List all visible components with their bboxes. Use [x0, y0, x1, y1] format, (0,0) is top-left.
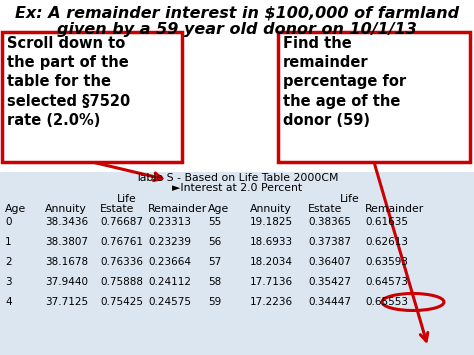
Text: 37.9440: 37.9440 [45, 277, 88, 287]
Text: 18.6933: 18.6933 [250, 237, 293, 247]
Bar [278, 32, 470, 162]
Text: 0.37387: 0.37387 [308, 237, 351, 247]
Text: 0.24112: 0.24112 [148, 277, 191, 287]
Text: Ex: A remainder interest in $100,000 of farmland: Ex: A remainder interest in $100,000 of … [15, 6, 459, 21]
Text: Estate: Estate [100, 204, 134, 214]
Text: Find the
remainder
percentage for
the age of the
donor (59): Find the remainder percentage for the ag… [283, 36, 406, 128]
Text: Remainder: Remainder [365, 204, 424, 214]
Text: 0.23313: 0.23313 [148, 217, 191, 227]
Text: 55: 55 [208, 217, 221, 227]
Text: 18.2034: 18.2034 [250, 257, 293, 267]
Text: 0.76336: 0.76336 [100, 257, 143, 267]
Text: 0.75425: 0.75425 [100, 297, 143, 307]
Text: 0.65553: 0.65553 [365, 297, 408, 307]
Text: 0.62613: 0.62613 [365, 237, 408, 247]
Text: 0.64573: 0.64573 [365, 277, 408, 287]
Text: Age: Age [208, 204, 229, 214]
Text: 38.3436: 38.3436 [45, 217, 88, 227]
Text: Scroll down to
the part of the
table for the
selected §7520
rate (2.0%): Scroll down to the part of the table for… [7, 36, 130, 128]
Text: 17.7136: 17.7136 [250, 277, 293, 287]
Text: 0.23664: 0.23664 [148, 257, 191, 267]
Text: 0.34447: 0.34447 [308, 297, 351, 307]
Text: 0: 0 [5, 217, 11, 227]
Text: 0.76761: 0.76761 [100, 237, 143, 247]
Text: 0.24575: 0.24575 [148, 297, 191, 307]
Text: Remainder: Remainder [148, 204, 207, 214]
Text: 17.2236: 17.2236 [250, 297, 293, 307]
Text: Life: Life [340, 194, 360, 204]
Text: given by a 59 year old donor on 10/1/13: given by a 59 year old donor on 10/1/13 [57, 22, 417, 37]
Text: 0.38365: 0.38365 [308, 217, 351, 227]
Text: 19.1825: 19.1825 [250, 217, 293, 227]
Text: 0.75888: 0.75888 [100, 277, 143, 287]
Text: 58: 58 [208, 277, 221, 287]
Text: 38.1678: 38.1678 [45, 257, 88, 267]
Text: Annuity: Annuity [250, 204, 292, 214]
Text: Table S - Based on Life Table 2000CM: Table S - Based on Life Table 2000CM [135, 173, 339, 183]
Text: 0.36407: 0.36407 [308, 257, 351, 267]
Text: Estate: Estate [308, 204, 342, 214]
Text: 57: 57 [208, 257, 221, 267]
Bar [2, 32, 182, 162]
Text: 4: 4 [5, 297, 12, 307]
Text: Age: Age [5, 204, 26, 214]
Text: 3: 3 [5, 277, 12, 287]
Text: 38.3807: 38.3807 [45, 237, 88, 247]
Text: Annuity: Annuity [45, 204, 87, 214]
Text: Life: Life [117, 194, 137, 204]
Text: 0.63593: 0.63593 [365, 257, 408, 267]
Text: 59: 59 [208, 297, 221, 307]
Text: 56: 56 [208, 237, 221, 247]
Text: 0.76687: 0.76687 [100, 217, 143, 227]
Text: 1: 1 [5, 237, 12, 247]
Text: 2: 2 [5, 257, 12, 267]
Text: 0.61635: 0.61635 [365, 217, 408, 227]
Text: 0.23239: 0.23239 [148, 237, 191, 247]
Text: ►Interest at 2.0 Percent: ►Interest at 2.0 Percent [172, 183, 302, 193]
Bar [0, 172, 474, 355]
Text: 0.35427: 0.35427 [308, 277, 351, 287]
Text: 37.7125: 37.7125 [45, 297, 88, 307]
